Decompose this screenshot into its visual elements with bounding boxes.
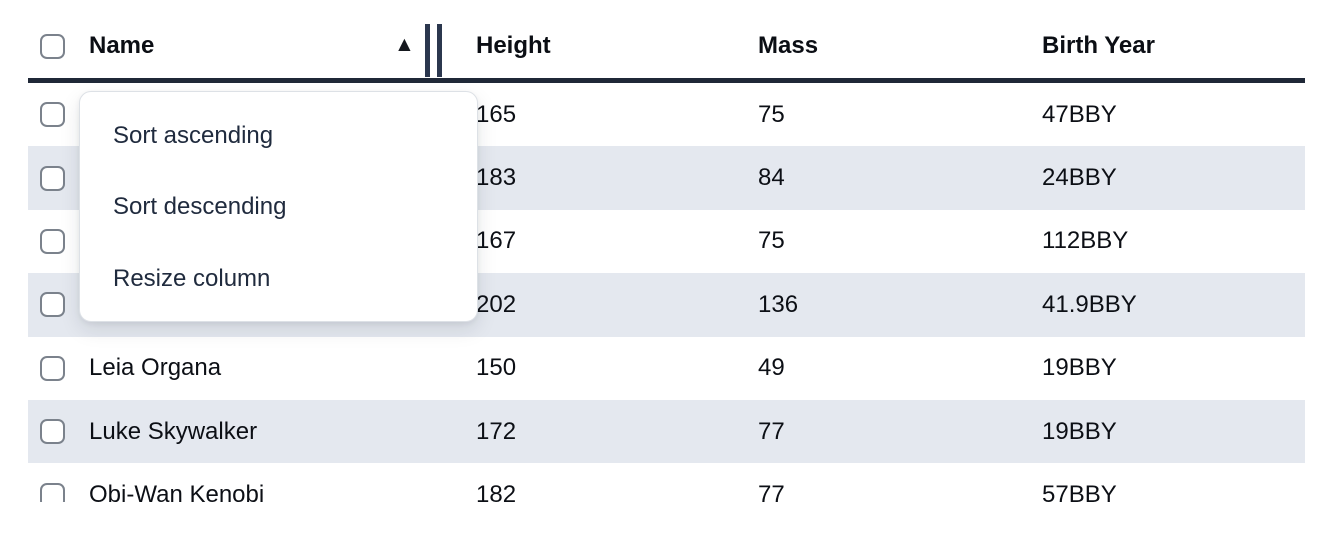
column-resize-handle[interactable] bbox=[425, 24, 442, 77]
cell-birth-year: 19BBY bbox=[1042, 417, 1117, 445]
table-row: 202 136 41.9BBY bbox=[28, 273, 1305, 337]
cell-height: 150 bbox=[476, 354, 517, 382]
menu-item-sort-ascending[interactable]: Sort ascending bbox=[113, 121, 274, 149]
cell-height: 182 bbox=[476, 481, 517, 502]
cell-birth-year: 57BBY bbox=[1042, 481, 1117, 502]
header-checkbox-cell bbox=[28, 33, 78, 59]
cell-height: 202 bbox=[476, 290, 517, 318]
table-row: 165 75 47BBY bbox=[28, 83, 1305, 146]
cell-mass: 75 bbox=[758, 100, 785, 128]
cell-height: 183 bbox=[476, 164, 517, 192]
cell-mass: 84 bbox=[758, 164, 785, 192]
table-body: 165 75 47BBY 183 84 24BBY 167 75 112BBY bbox=[28, 83, 1305, 502]
cell-name: Leia Organa bbox=[89, 354, 222, 382]
cell-height: 165 bbox=[476, 100, 517, 128]
row-checkbox[interactable] bbox=[40, 292, 65, 318]
column-header-height[interactable]: Height bbox=[476, 32, 551, 59]
cell-name: Luke Skywalker bbox=[89, 417, 258, 445]
characters-table: Name Height Mass Birth Year ▲ 165 75 47B… bbox=[28, 0, 1305, 502]
cell-birth-year: 19BBY bbox=[1042, 354, 1117, 382]
cell-name: Obi-Wan Kenobi bbox=[89, 481, 265, 502]
cell-height: 172 bbox=[476, 417, 517, 445]
cell-birth-year: 112BBY bbox=[1042, 227, 1129, 255]
table-row: Leia Organa 150 49 19BBY bbox=[28, 337, 1305, 400]
select-all-checkbox[interactable] bbox=[40, 33, 65, 59]
cell-mass: 77 bbox=[758, 481, 785, 502]
table-row: Luke Skywalker 172 77 19BBY bbox=[28, 399, 1305, 464]
row-checkbox[interactable] bbox=[40, 482, 65, 502]
row-checkbox[interactable] bbox=[40, 419, 65, 445]
table-row: Obi-Wan Kenobi 182 77 57BBY bbox=[28, 463, 1305, 502]
menu-item-resize-column[interactable]: Resize column bbox=[113, 264, 271, 292]
column-header-name[interactable]: Name bbox=[89, 32, 155, 59]
row-checkbox[interactable] bbox=[40, 228, 65, 254]
cell-birth-year: 47BBY bbox=[1042, 100, 1117, 128]
cell-birth-year: 41.9BBY bbox=[1042, 290, 1137, 318]
sort-ascending-icon: ▲ bbox=[394, 33, 415, 56]
cell-mass: 49 bbox=[758, 354, 785, 382]
cell-mass: 75 bbox=[758, 227, 785, 255]
resize-bar-icon bbox=[425, 24, 430, 77]
cell-mass: 77 bbox=[758, 417, 785, 445]
column-context-menu: Sort ascending Sort descending Resize co… bbox=[79, 91, 478, 322]
cell-height: 167 bbox=[476, 227, 517, 255]
row-checkbox[interactable] bbox=[40, 355, 65, 381]
menu-item-sort-descending[interactable]: Sort descending bbox=[113, 193, 287, 221]
row-checkbox[interactable] bbox=[40, 102, 65, 128]
column-header-mass[interactable]: Mass bbox=[758, 32, 819, 59]
row-checkbox[interactable] bbox=[40, 165, 65, 191]
column-header-birth-year[interactable]: Birth Year bbox=[1042, 32, 1155, 59]
resize-bar-icon bbox=[437, 24, 442, 77]
table-row: 167 75 112BBY bbox=[28, 210, 1305, 273]
table-header-row: Name Height Mass Birth Year ▲ bbox=[28, 0, 1305, 83]
cell-mass: 136 bbox=[758, 290, 799, 318]
cell-birth-year: 24BBY bbox=[1042, 164, 1117, 192]
